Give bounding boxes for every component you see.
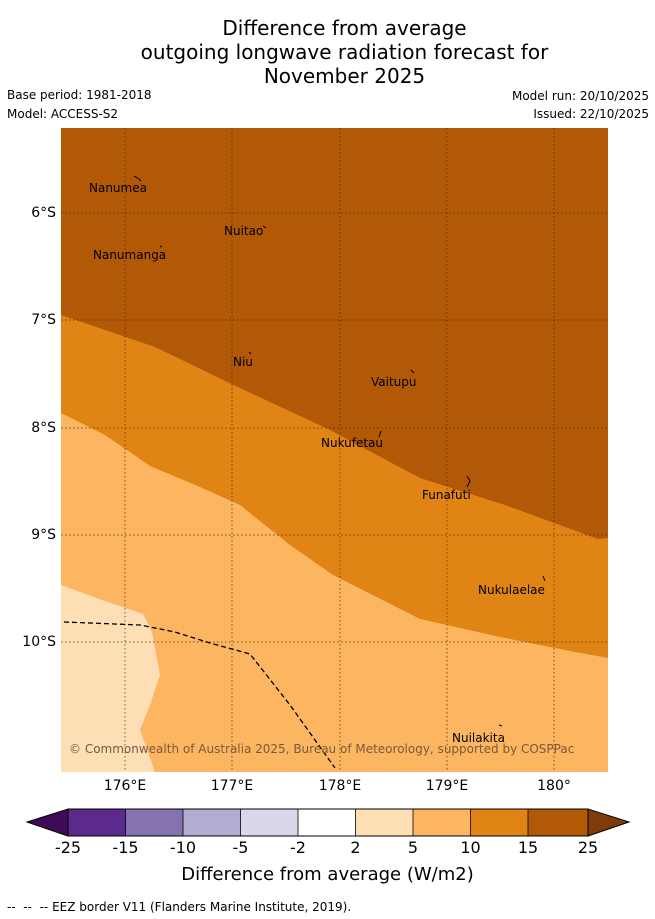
colorbar-extend-high	[587, 808, 631, 837]
colorbar-outline	[67, 808, 589, 837]
copyright-notice: © Commonwealth of Australia 2025, Bureau…	[69, 742, 575, 756]
lon-label-178e: 178°E	[318, 778, 362, 794]
island-nanumea	[133, 175, 142, 182]
island-vaitupu	[410, 369, 415, 374]
title-line-2: outgoing longwave radiation forecast for	[140, 40, 549, 64]
colorbar-tick: -5	[232, 838, 249, 857]
place-nuilakita: Nuilakita	[452, 731, 505, 745]
lat-label-8s: 8°S	[31, 420, 56, 436]
colorbar-tick: -2	[290, 838, 306, 857]
colorbar-swatch-neg10-neg5	[183, 809, 241, 836]
island-nukulaelae	[542, 575, 546, 582]
place-nuitao: Nuitao	[224, 224, 264, 238]
colorbar-swatch-15-25	[528, 809, 588, 836]
colorbar-tick: 10	[460, 838, 481, 857]
footer-note: -- -- -- EEZ border V11 (Flanders Marine…	[7, 900, 351, 914]
model-name: Model: ACCESS-S2	[7, 107, 119, 121]
island-nuilakita	[498, 724, 503, 727]
band-5-10	[61, 413, 608, 772]
colorbar-swatch-2-5	[355, 809, 413, 836]
lat-label-9s: 9°S	[31, 527, 56, 543]
place-funafuti: Funafuti	[422, 488, 471, 502]
colorbar-swatch-neg2-2	[298, 809, 356, 836]
colorbar-extend-low	[25, 808, 69, 837]
lat-label-6s: 6°S	[31, 205, 56, 221]
lat-label-10s: 10°S	[22, 634, 56, 650]
lon-label-179e: 179°E	[425, 778, 469, 794]
colorbar-swatch-neg25-neg15	[68, 809, 126, 836]
colorbar-tick: 5	[407, 838, 419, 857]
grid-lines	[61, 128, 608, 772]
lon-label-176e: 176°E	[103, 778, 147, 794]
colorbar-tick: 25	[577, 838, 599, 857]
title-line-1: Difference from average	[222, 16, 467, 40]
islands	[133, 175, 546, 727]
colorbar-swatch-10-15	[470, 809, 528, 836]
colorbar-dividers	[125, 809, 529, 836]
eez-legend-text: EEZ border V11 (Flanders Marine Institut…	[52, 900, 352, 914]
island-niu	[248, 351, 252, 355]
base-period: Base period: 1981-2018	[7, 88, 152, 102]
place-nanumanga: Nanumanga	[93, 248, 167, 262]
colorbar-swatch-neg15-neg10	[125, 809, 183, 836]
island-nukufetau	[378, 430, 382, 438]
lon-label-180: 180°	[537, 778, 571, 794]
colorbar-swatch-5-10	[413, 809, 471, 836]
lat-label-7s: 7°S	[31, 312, 56, 328]
band-2-5	[61, 585, 160, 772]
eez-legend-line: -- -- --	[7, 900, 49, 914]
chart-title: Difference from average outgoing longwav…	[0, 16, 655, 88]
colorbar-tick: -25	[54, 838, 82, 857]
colorbar-label: Difference from average (W/m2)	[181, 864, 474, 885]
issued-date: Issued: 22/10/2025	[533, 107, 649, 121]
colorbar-tick: 2	[350, 838, 361, 857]
place-nanumea: Nanumea	[89, 181, 147, 195]
colorbar-swatch-neg5-neg2	[240, 809, 298, 836]
place-niu: Niu	[233, 355, 253, 369]
place-nukulaelae: Nukulaelae	[478, 583, 545, 597]
island-nanumanga	[159, 245, 163, 248]
island-funafuti	[466, 475, 471, 488]
eez-border	[63, 621, 336, 769]
place-vaitupu: Vaitupu	[371, 375, 417, 389]
colorbar-tick: 15	[517, 838, 539, 857]
island-nuitao	[262, 225, 267, 229]
colorbar-tick: -15	[112, 838, 139, 857]
colorbar	[25, 808, 631, 837]
title-line-3: November 2025	[263, 64, 426, 88]
colorbar-tick: -10	[169, 838, 197, 857]
lon-label-177e: 177°E	[210, 778, 254, 794]
place-nukufetau: Nukufetau	[321, 436, 384, 450]
model-run: Model run: 20/10/2025	[511, 89, 649, 103]
